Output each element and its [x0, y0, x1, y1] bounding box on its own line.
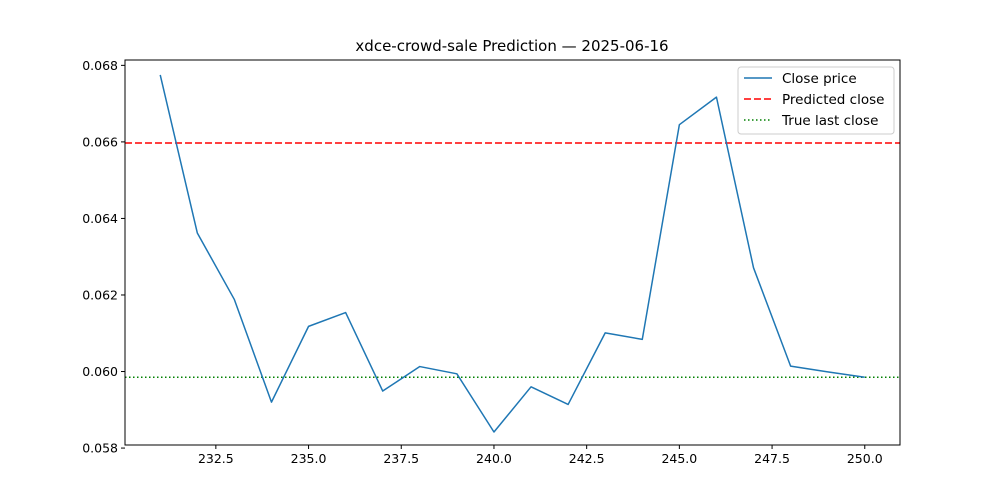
legend: Close price Predicted close True last clos…: [737, 66, 895, 135]
legend-label-0: Close price: [782, 71, 857, 87]
x-tick-label-5: 245.0: [661, 451, 697, 466]
series-line-0: [159, 74, 865, 433]
y-tick-label-5: 0.068: [82, 58, 118, 73]
plot-area: [125, 74, 900, 433]
x-tick-label-7: 250.0: [847, 451, 883, 466]
x-tick-label-3: 240.0: [476, 451, 512, 466]
y-tick-label-1: 0.060: [82, 364, 118, 379]
y-tick-label-0: 0.058: [82, 441, 118, 456]
legend-box: [737, 66, 895, 135]
chart-title: xdce-crowd-sale Prediction — 2025-06-16: [355, 37, 668, 55]
x-tick-label-4: 242.5: [569, 451, 605, 466]
x-tick-label-2: 237.5: [383, 451, 419, 466]
x-tick-label-0: 232.5: [198, 451, 234, 466]
legend-label-2: True last close: [781, 113, 878, 129]
y-tick-label-3: 0.064: [82, 211, 118, 226]
y-tick-label-4: 0.066: [82, 134, 118, 149]
y-tick-label-2: 0.062: [82, 287, 118, 302]
x-tick-label-6: 247.5: [754, 451, 790, 466]
x-tick-label-1: 235.0: [291, 451, 327, 466]
axes: 232.5 235.0 237.5 240.0 242.5 245.0 247.5 250.0…: [82, 58, 901, 466]
legend-label-1: Predicted close: [782, 92, 884, 108]
axes-frame: [124, 59, 901, 446]
